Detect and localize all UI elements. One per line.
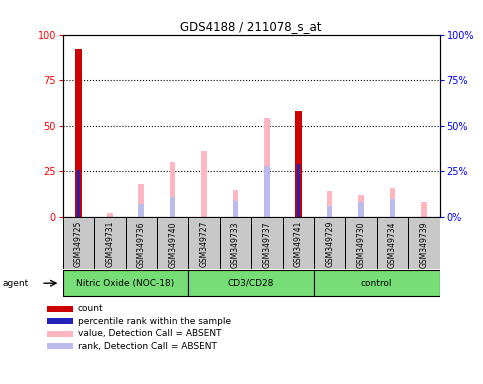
Bar xyxy=(77,170,80,217)
Bar xyxy=(421,202,426,217)
Bar xyxy=(264,119,270,217)
Bar xyxy=(233,200,238,217)
Text: GSM349734: GSM349734 xyxy=(388,221,397,268)
Bar xyxy=(170,162,175,217)
Bar xyxy=(47,306,72,312)
Text: percentile rank within the sample: percentile rank within the sample xyxy=(78,317,231,326)
Bar xyxy=(295,111,302,217)
Bar xyxy=(157,217,188,269)
Text: agent: agent xyxy=(2,279,28,288)
Text: GSM349727: GSM349727 xyxy=(199,221,209,268)
Text: rank, Detection Call = ABSENT: rank, Detection Call = ABSENT xyxy=(78,342,216,351)
Text: GSM349729: GSM349729 xyxy=(325,221,334,268)
Bar xyxy=(345,217,377,269)
Title: GDS4188 / 211078_s_at: GDS4188 / 211078_s_at xyxy=(181,20,322,33)
Bar xyxy=(264,166,270,217)
Bar xyxy=(220,217,251,269)
Bar xyxy=(170,197,175,217)
Bar xyxy=(188,270,314,296)
Text: GSM349736: GSM349736 xyxy=(137,221,146,268)
Bar xyxy=(327,192,332,217)
Bar xyxy=(139,204,144,217)
Text: value, Detection Call = ABSENT: value, Detection Call = ABSENT xyxy=(78,329,221,338)
Text: GSM349730: GSM349730 xyxy=(356,221,366,268)
Bar xyxy=(390,188,395,217)
Bar xyxy=(314,270,440,296)
Bar xyxy=(358,195,364,217)
Bar xyxy=(107,214,113,217)
Bar xyxy=(139,184,144,217)
Bar xyxy=(251,217,283,269)
Bar xyxy=(94,217,126,269)
Text: GSM349733: GSM349733 xyxy=(231,221,240,268)
Bar xyxy=(75,49,82,217)
Bar xyxy=(63,270,188,296)
Text: CD3/CD28: CD3/CD28 xyxy=(228,279,274,288)
Bar xyxy=(358,202,364,217)
Bar xyxy=(47,318,72,324)
Text: Nitric Oxide (NOC-18): Nitric Oxide (NOC-18) xyxy=(76,279,175,288)
Bar xyxy=(188,217,220,269)
Bar xyxy=(314,217,345,269)
Bar xyxy=(233,190,238,217)
Text: count: count xyxy=(78,305,103,313)
Bar xyxy=(377,217,408,269)
Text: control: control xyxy=(361,279,393,288)
Text: GSM349741: GSM349741 xyxy=(294,221,303,268)
Text: GSM349725: GSM349725 xyxy=(74,221,83,268)
Bar xyxy=(297,164,299,217)
Text: GSM349737: GSM349737 xyxy=(262,221,271,268)
Text: GSM349731: GSM349731 xyxy=(105,221,114,268)
Bar xyxy=(390,199,395,217)
Bar xyxy=(201,151,207,217)
Bar xyxy=(63,217,94,269)
Bar xyxy=(408,217,440,269)
Text: GSM349739: GSM349739 xyxy=(419,221,428,268)
Text: GSM349740: GSM349740 xyxy=(168,221,177,268)
Bar xyxy=(47,343,72,349)
Bar xyxy=(126,217,157,269)
Bar xyxy=(283,217,314,269)
Bar xyxy=(47,331,72,337)
Bar xyxy=(327,206,332,217)
